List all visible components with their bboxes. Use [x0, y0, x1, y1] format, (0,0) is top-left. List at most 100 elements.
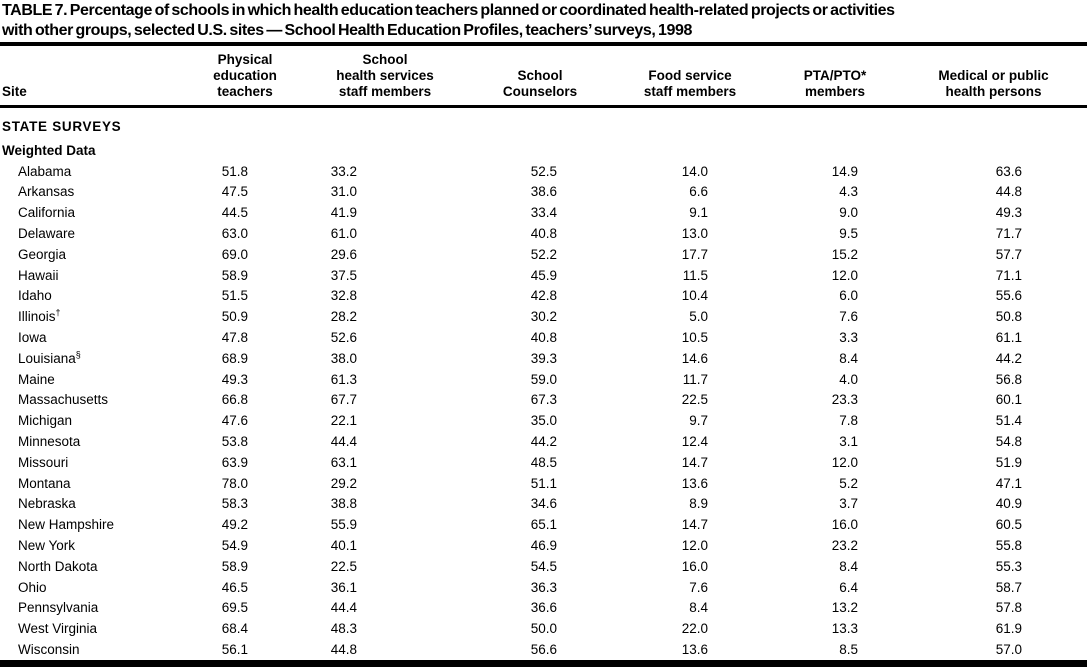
value-cell: 51.5: [221, 288, 248, 304]
column-header-school-counselors: School Counselors: [470, 46, 610, 108]
site-cell: Iowa: [18, 329, 47, 345]
value-cell: 9.1: [689, 205, 708, 221]
value-cell: 61.3: [330, 371, 357, 387]
value-cell: 68.9: [221, 350, 248, 366]
table-row: Illinois† 50.9 28.2 30.2 5.0 7.6 50.8: [0, 307, 1087, 328]
value-cell: 66.8: [221, 392, 248, 408]
table-header: Site Physical education teachers School …: [0, 46, 1087, 108]
table-title-line2: with other groups, selected U.S. sites —…: [2, 21, 692, 39]
value-cell: 13.3: [831, 621, 858, 637]
value-cell: 57.8: [995, 600, 1022, 616]
value-cell: 29.2: [330, 475, 357, 491]
value-cell: 40.1: [330, 537, 357, 553]
value-cell: 33.4: [530, 205, 557, 221]
value-cell: 14.6: [681, 350, 708, 366]
site-cell: Illinois†: [18, 307, 61, 325]
value-cell: 57.7: [995, 246, 1022, 262]
column-header-medical-public-health: Medical or public health persons: [900, 46, 1087, 108]
value-cell: 63.9: [221, 454, 248, 470]
site-cell: West Virginia: [18, 621, 98, 637]
value-cell: 10.4: [681, 288, 708, 304]
table-row: Nebraska 58.3 38.8 34.6 8.9 3.7 40.9: [0, 494, 1087, 515]
column-header-school-health-services-staff: School health services staff members: [300, 46, 470, 108]
value-cell: 36.1: [330, 579, 357, 595]
value-cell: 23.2: [831, 537, 858, 553]
site-cell: North Dakota: [18, 558, 98, 574]
table-row: California 44.5 41.9 33.4 9.1 9.0 49.3: [0, 203, 1087, 224]
value-cell: 49.3: [221, 371, 248, 387]
value-cell: 8.4: [839, 350, 858, 366]
value-cell: 9.0: [839, 205, 858, 221]
table-row: Delaware 63.0 61.0 40.8 13.0 9.5 71.7: [0, 224, 1087, 245]
site-cell: Ohio: [18, 579, 47, 595]
value-cell: 54.5: [530, 558, 557, 574]
column-header-site: Site: [0, 46, 190, 108]
value-cell: 54.8: [995, 433, 1022, 449]
value-cell: 3.1: [839, 433, 858, 449]
value-cell: 68.4: [221, 621, 248, 637]
footnote-marker: §: [75, 349, 81, 360]
value-cell: 55.6: [995, 288, 1022, 304]
table-row: Massachusetts 66.8 67.7 67.3 22.5 23.3 60.1: [0, 390, 1087, 411]
value-cell: 35.0: [530, 413, 557, 429]
value-cell: 31.0: [330, 184, 357, 200]
value-cell: 71.7: [995, 225, 1022, 241]
value-cell: 55.9: [330, 517, 357, 533]
value-cell: 3.3: [839, 329, 858, 345]
value-cell: 7.8: [839, 413, 858, 429]
value-cell: 41.9: [330, 205, 357, 221]
value-cell: 60.5: [995, 517, 1022, 533]
table-row: Arkansas 47.5 31.0 38.6 6.6 4.3 44.8: [0, 182, 1087, 203]
value-cell: 39.3: [530, 350, 557, 366]
value-cell: 6.0: [839, 288, 858, 304]
value-cell: 47.5: [221, 184, 248, 200]
value-cell: 51.9: [995, 454, 1022, 470]
value-cell: 69.0: [221, 246, 248, 262]
site-cell: Louisiana§: [18, 349, 81, 366]
value-cell: 46.5: [221, 579, 248, 595]
value-cell: 55.3: [995, 558, 1022, 574]
value-cell: 58.3: [221, 496, 248, 512]
value-cell: 40.9: [995, 496, 1022, 512]
value-cell: 13.6: [681, 641, 708, 657]
value-cell: 4.3: [839, 184, 858, 200]
value-cell: 12.0: [831, 267, 858, 283]
value-cell: 13.0: [681, 225, 708, 241]
value-cell: 36.6: [530, 600, 557, 616]
table-title-line1: TABLE 7. Percentage of schools in which …: [2, 2, 895, 19]
value-cell: 51.1: [530, 475, 557, 491]
value-cell: 44.2: [530, 433, 557, 449]
value-cell: 47.1: [995, 475, 1022, 491]
bottom-rule: [0, 660, 1087, 667]
value-cell: 33.2: [330, 163, 357, 179]
table-row: Minnesota 53.8 44.4 44.2 12.4 3.1 54.8: [0, 432, 1087, 453]
value-cell: 5.2: [839, 475, 858, 491]
site-cell: Massachusetts: [18, 392, 109, 408]
value-cell: 22.0: [681, 621, 708, 637]
value-cell: 16.0: [831, 517, 858, 533]
site-cell: Idaho: [18, 288, 52, 304]
value-cell: 8.9: [689, 496, 708, 512]
site-cell: Minnesota: [18, 433, 81, 449]
table-row: Michigan 47.6 22.1 35.0 9.7 7.8 51.4: [0, 411, 1087, 432]
value-cell: 14.9: [831, 163, 858, 179]
table-title: TABLE 7. Percentage of schools in which …: [0, 0, 1087, 40]
table-row: Wisconsin 56.1 44.8 56.6 13.6 8.5 57.0: [0, 640, 1087, 661]
value-cell: 38.6: [530, 184, 557, 200]
value-cell: 44.5: [221, 205, 248, 221]
value-cell: 12.0: [831, 454, 858, 470]
section-label: STATE SURVEYS: [2, 119, 122, 134]
section-weighted-data: Weighted Data: [0, 138, 1087, 162]
table-row: Louisiana§ 68.9 38.0 39.3 14.6 8.4 44.2: [0, 349, 1087, 370]
site-cell: California: [18, 205, 76, 221]
value-cell: 9.5: [839, 225, 858, 241]
top-rule: [0, 42, 1087, 46]
table-row: Iowa 47.8 52.6 40.8 10.5 3.3 61.1: [0, 328, 1087, 349]
table-row: Alabama 51.8 33.2 52.5 14.0 14.9 63.6: [0, 162, 1087, 183]
value-cell: 50.8: [995, 309, 1022, 325]
table-row: Georgia 69.0 29.6 52.2 17.7 15.2 57.7: [0, 245, 1087, 266]
value-cell: 49.3: [995, 205, 1022, 221]
value-cell: 6.4: [839, 579, 858, 595]
value-cell: 52.5: [530, 163, 557, 179]
table-row: Idaho 51.5 32.8 42.8 10.4 6.0 55.6: [0, 286, 1087, 307]
